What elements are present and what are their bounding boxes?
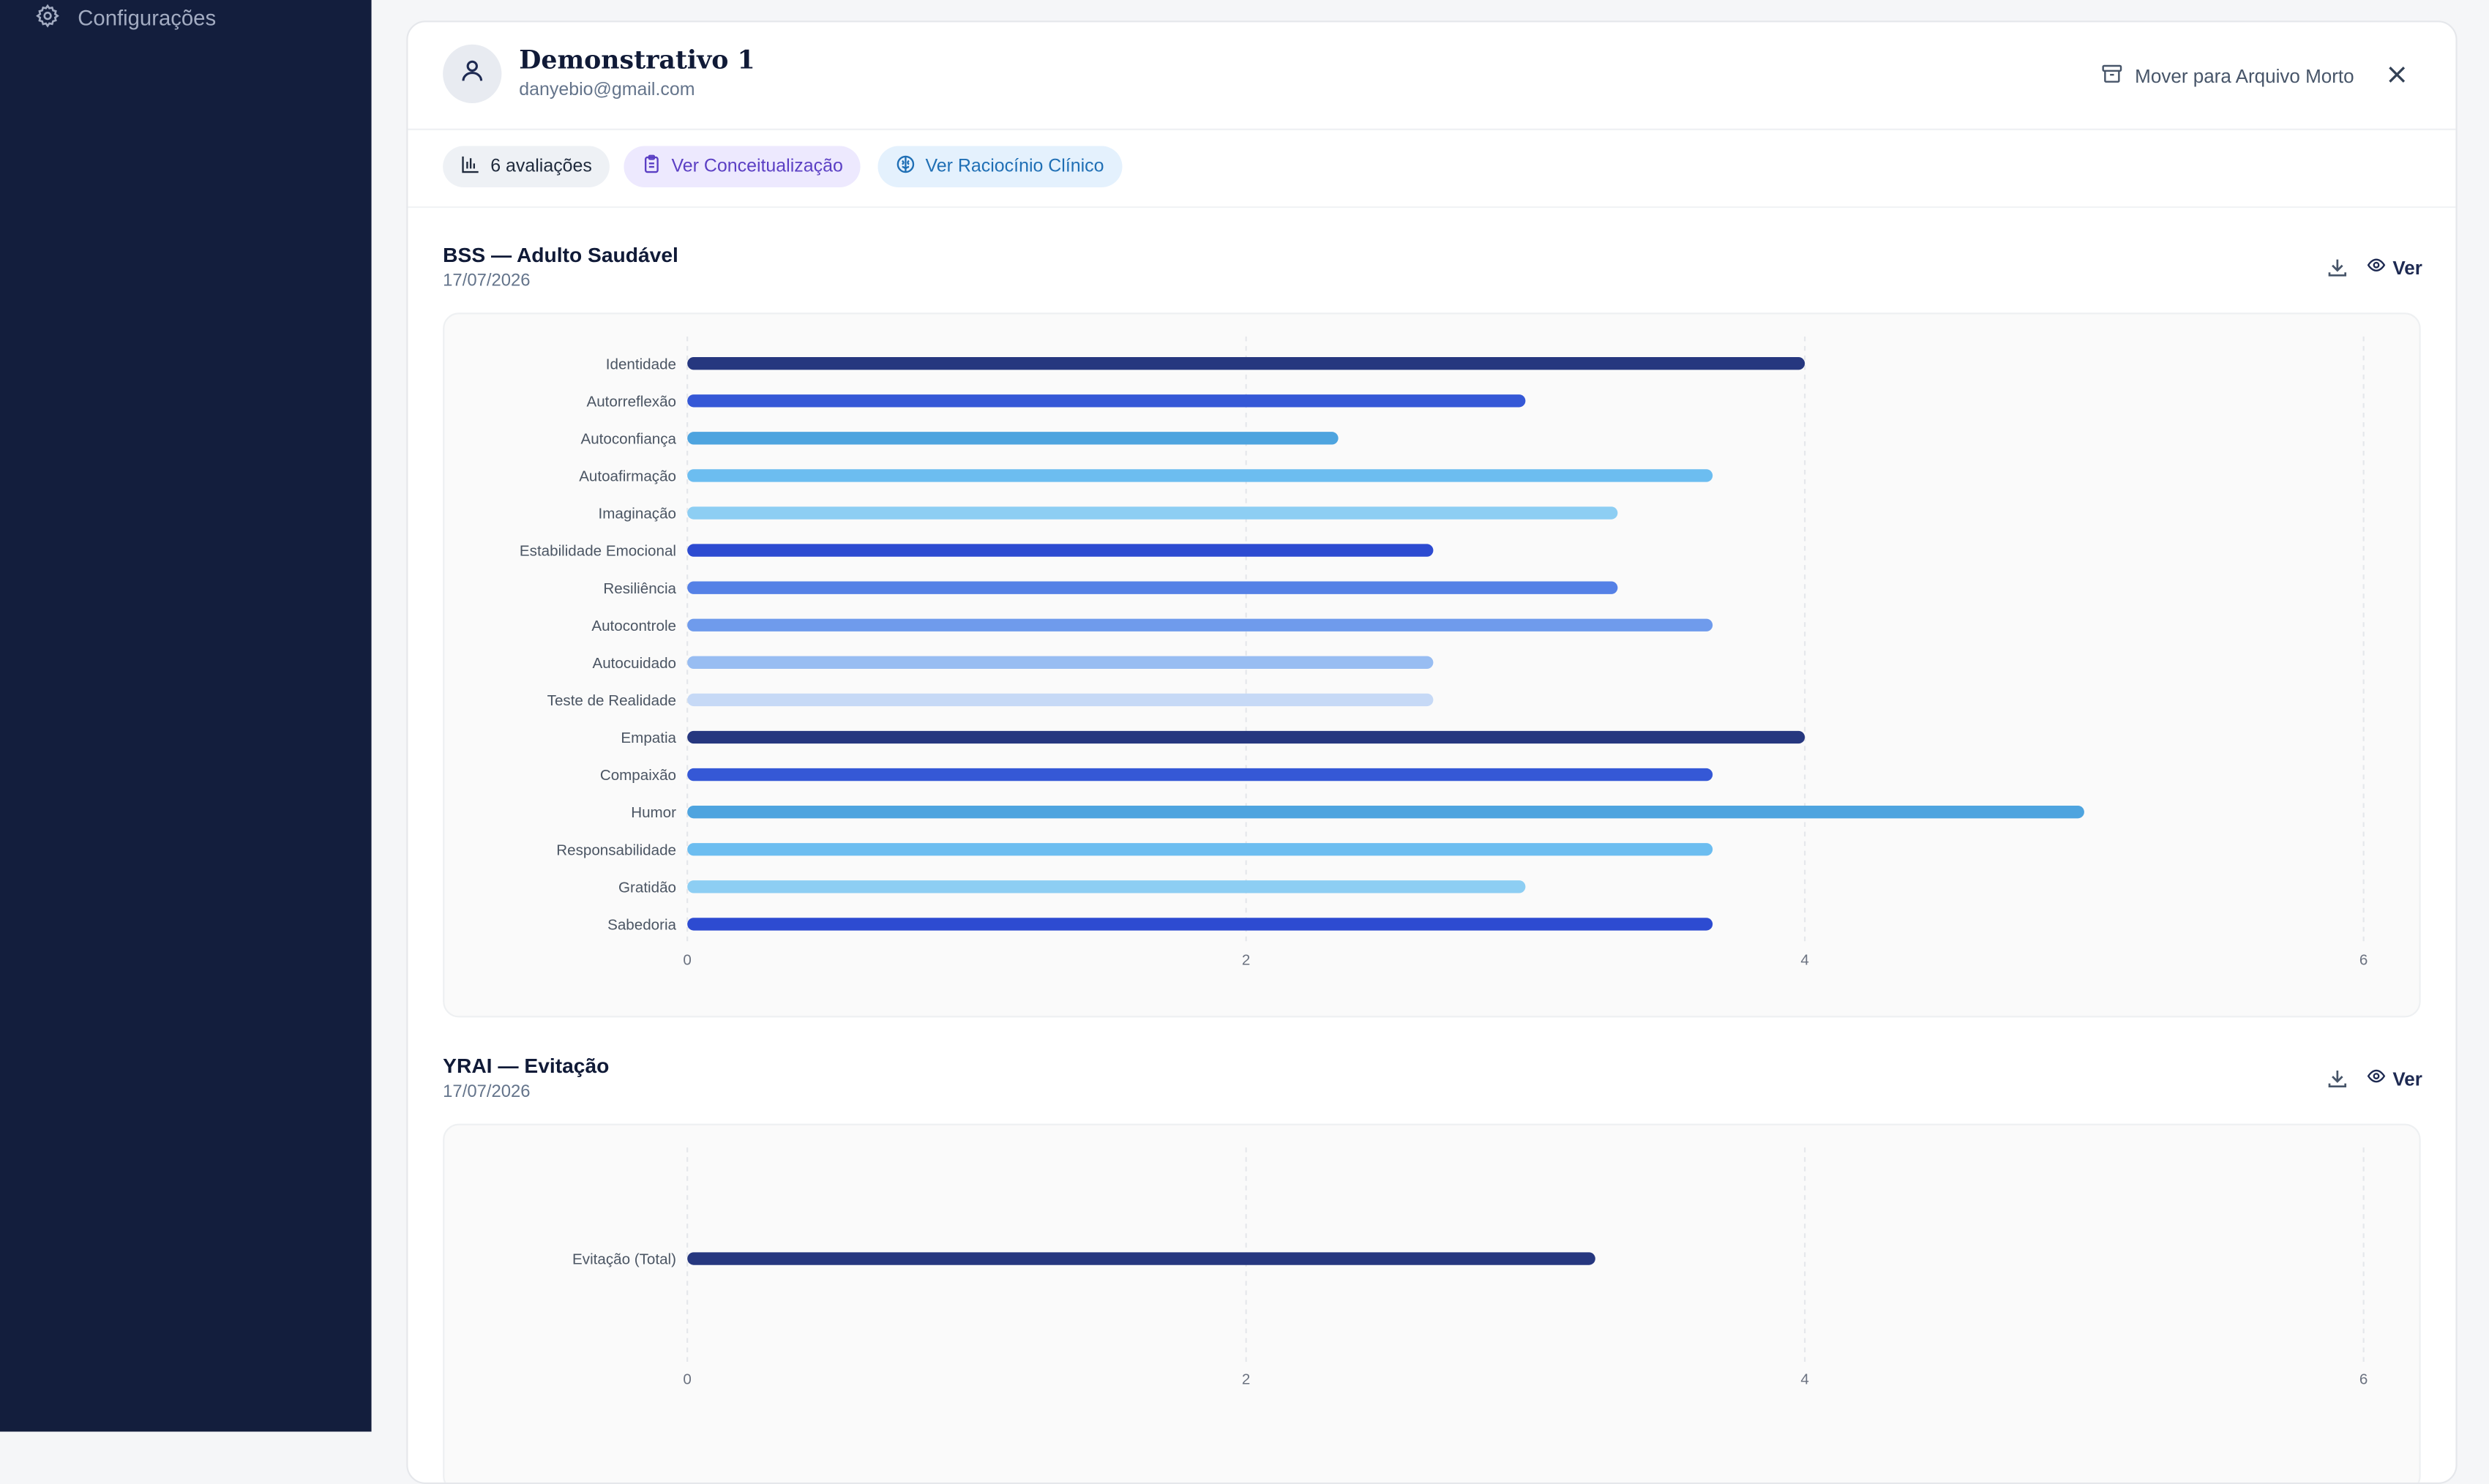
x-tick-label: 4 [1800, 1371, 1808, 1387]
bar [687, 1252, 1595, 1265]
sidebar-item-settings[interactable]: Configurações [35, 3, 216, 33]
patient-email: danyebio@gmail.com [519, 80, 695, 100]
sidebar-item-label: Configurações [78, 6, 217, 31]
bar [687, 843, 1713, 856]
patient-header: Demonstrativo 1 danyebio@gmail.com Mover… [408, 22, 2456, 130]
category-label: Sabedoria [607, 916, 676, 933]
x-tick-label: 2 [1242, 1371, 1250, 1387]
view-label: Ver [2392, 1067, 2422, 1090]
eye-icon [2368, 1067, 2387, 1091]
category-label: Teste de Realidade [547, 692, 676, 709]
bss-chart-svg: 0 2 4 6 Identidade Autorreflexão Autoconfiança… [520, 336, 2368, 969]
bar [687, 581, 1618, 594]
close-icon[interactable] [2383, 60, 2411, 89]
bar [687, 618, 1713, 632]
bar [687, 693, 1434, 707]
patient-name: Demonstrativo 1 [519, 44, 755, 75]
yrai-chart-svg: 0 2 4 6 Evitação (Total) [572, 1147, 2368, 1387]
download-icon[interactable] [2326, 255, 2350, 280]
x-tick-label: 0 [683, 952, 691, 969]
category-label: Responsabilidade [556, 842, 676, 858]
gear-icon [35, 3, 61, 33]
bss-chart: 0 2 4 6 Identidade Autorreflexão Autoconfiança… [443, 312, 2421, 1018]
view-button[interactable]: Ver [2368, 1067, 2422, 1091]
x-tick-label: 6 [2359, 952, 2368, 969]
action-pills: 6 avaliações Ver Conceitualização Ver Ra… [408, 129, 2456, 209]
bar [687, 880, 1526, 893]
category-label: Autoconfiança [580, 430, 676, 447]
bar [687, 768, 1713, 782]
bar-chart-icon [460, 154, 481, 179]
avatar [443, 44, 502, 103]
download-icon[interactable] [2326, 1067, 2350, 1091]
section-date: 17/07/2026 [443, 1082, 531, 1102]
bar [687, 506, 1618, 520]
category-label: Resiliência [603, 580, 676, 597]
eye-icon [2368, 255, 2387, 280]
bar [687, 469, 1713, 482]
bar [687, 730, 1805, 744]
bar [687, 357, 1805, 370]
yrai-chart: 0 2 4 6 Evitação (Total) [443, 1123, 2421, 1483]
bar [687, 394, 1526, 408]
archive-icon [2100, 62, 2124, 91]
conceptualization-pill[interactable]: Ver Conceitualização [624, 146, 861, 187]
x-tick-label: 4 [1800, 952, 1808, 969]
user-icon [459, 56, 486, 91]
view-label: Ver [2392, 256, 2422, 279]
section-date: 17/07/2026 [443, 271, 531, 291]
section-title: BSS — Adulto Saudável [443, 242, 678, 267]
category-label: Autocontrole [591, 618, 676, 634]
bar [687, 544, 1434, 557]
section-title: YRAI — Evitação [443, 1054, 610, 1078]
clinical-reasoning-label: Ver Raciocínio Clínico [925, 157, 1104, 176]
archive-button[interactable]: Mover para Arquivo Morto [2100, 62, 2354, 91]
category-label: Identidade [606, 356, 676, 372]
patient-panel: Demonstrativo 1 danyebio@gmail.com Mover… [406, 20, 2458, 1484]
bar [687, 805, 2084, 819]
clinical-reasoning-pill[interactable]: Ver Raciocínio Clínico [877, 146, 1122, 187]
conceptualization-label: Ver Conceitualização [671, 157, 843, 176]
category-label: Empatia [621, 730, 676, 746]
bar [687, 432, 1339, 445]
category-label: Compaixão [600, 767, 676, 784]
category-label: Evitação (Total) [572, 1251, 676, 1268]
bar [687, 656, 1434, 670]
assessments-pill[interactable]: 6 avaliações [443, 146, 610, 187]
category-label: Autoafirmação [579, 468, 676, 485]
archive-label: Mover para Arquivo Morto [2135, 64, 2354, 88]
category-label: Gratidão [618, 879, 676, 896]
x-tick-label: 2 [1242, 952, 1250, 969]
brain-icon [895, 154, 916, 179]
category-label: Autorreflexão [586, 393, 676, 410]
sidebar: Configurações [0, 0, 372, 1432]
assessments-label: 6 avaliações [490, 157, 592, 176]
bar [687, 918, 1713, 931]
category-label: Estabilidade Emocional [520, 543, 676, 560]
category-label: Autocuidado [592, 655, 676, 672]
x-tick-label: 6 [2359, 1371, 2368, 1387]
clipboard-icon [641, 154, 662, 179]
view-button[interactable]: Ver [2368, 255, 2422, 280]
category-label: Humor [631, 804, 676, 821]
x-tick-label: 0 [683, 1371, 691, 1387]
category-label: Imaginação [599, 506, 676, 522]
